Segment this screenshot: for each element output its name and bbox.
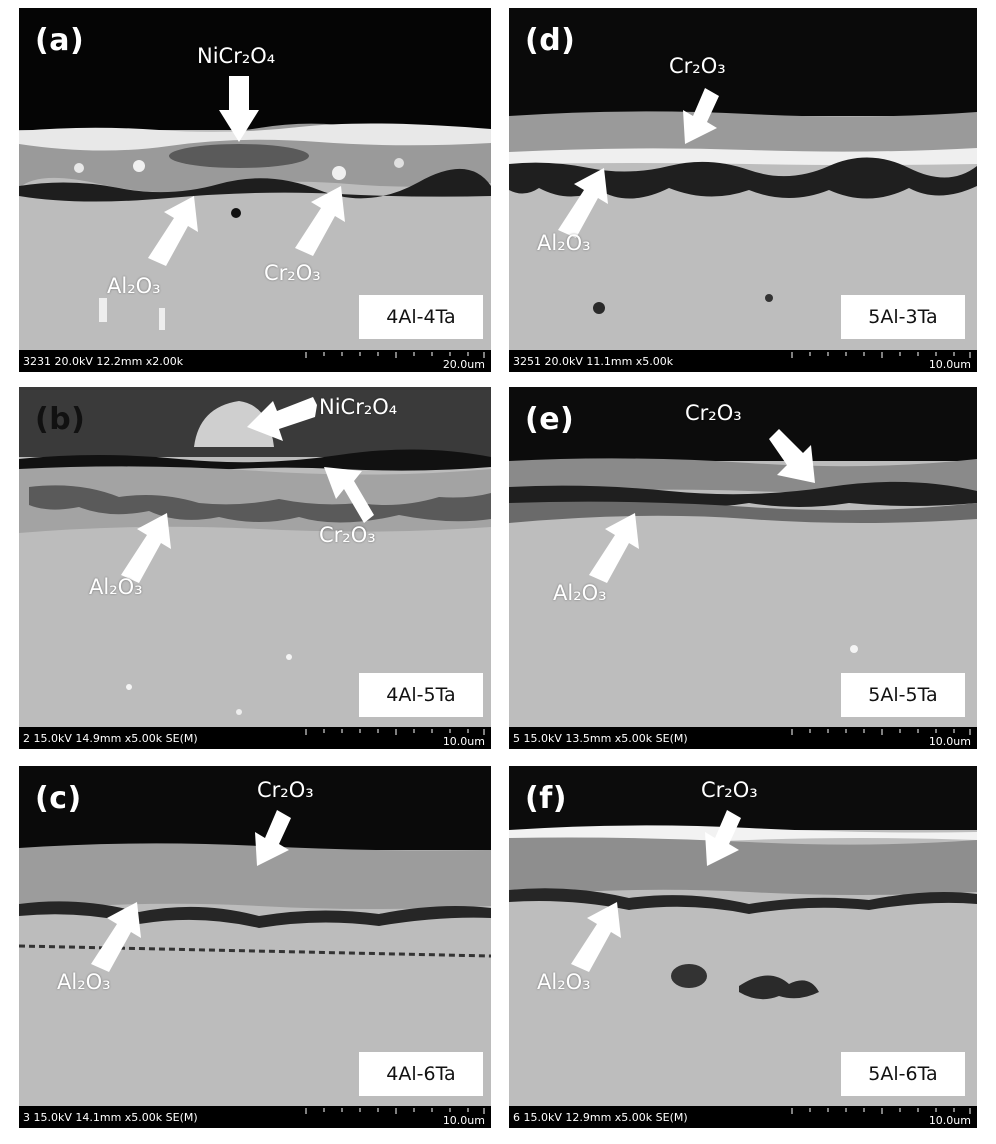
scale-value: 10.0um bbox=[442, 1114, 485, 1127]
sem-panel-e: (e) Cr₂O₃ Al₂O₃ 5Al-5Ta 5 15.0kV 13.5mm … bbox=[509, 387, 977, 749]
scale-ticks bbox=[305, 1108, 485, 1114]
al2o3-label: Al₂O₃ bbox=[553, 581, 607, 605]
scale-ticks bbox=[791, 729, 971, 735]
sem-info: 3 15.0kV 14.1mm x5.00k SE(M) bbox=[23, 1111, 198, 1124]
cr2o3-label: Cr₂O₃ bbox=[669, 54, 726, 78]
scale-ticks bbox=[791, 1108, 971, 1114]
panel-tag: (b) bbox=[35, 402, 86, 437]
micrograph-c bbox=[19, 766, 491, 1128]
sem-panel-b: (b) NiCr₂O₄ Cr₂O₃ Al₂O₃ 4Al-5Ta 2 15.0kV… bbox=[19, 387, 491, 749]
sem-info: 2 15.0kV 14.9mm x5.00k SE(M) bbox=[23, 732, 198, 745]
alloy-label: 5Al-3Ta bbox=[841, 295, 965, 339]
sem-info: 6 15.0kV 12.9mm x5.00k SE(M) bbox=[513, 1111, 688, 1124]
panel-tag: (e) bbox=[525, 402, 575, 437]
sem-info-bar: 6 15.0kV 12.9mm x5.00k SE(M) 10.0um bbox=[509, 1106, 977, 1128]
al2o3-arrow bbox=[571, 902, 621, 972]
sem-info: 3251 20.0kV 11.1mm x5.00k bbox=[513, 355, 674, 368]
micrograph-f bbox=[509, 766, 977, 1128]
sem-info-bar: 3231 20.0kV 12.2mm x2.00k 20.0um bbox=[19, 350, 491, 372]
sem-info: 3231 20.0kV 12.2mm x2.00k bbox=[23, 355, 184, 368]
sem-panel-c: (c) Cr₂O₃ Al₂O₃ 4Al-6Ta 3 15.0kV 14.1mm … bbox=[19, 766, 491, 1128]
cr2o3-label: Cr₂O₃ bbox=[701, 778, 758, 802]
al2o3-arrow bbox=[121, 513, 171, 583]
cr2o3-arrow bbox=[295, 186, 345, 256]
scale-ticks bbox=[305, 352, 485, 358]
cr2o3-arrow bbox=[324, 467, 374, 523]
al2o3-arrow bbox=[91, 902, 141, 972]
sem-info: 5 15.0kV 13.5mm x5.00k SE(M) bbox=[513, 732, 688, 745]
alloy-label: 5Al-5Ta bbox=[841, 673, 965, 717]
alloy-label: 4Al-6Ta bbox=[359, 1052, 483, 1096]
al2o3-label: Al₂O₃ bbox=[537, 970, 591, 994]
cr2o3-label: Cr₂O₃ bbox=[685, 401, 742, 425]
al2o3-label: Al₂O₃ bbox=[57, 970, 111, 994]
al2o3-label: Al₂O₃ bbox=[537, 231, 591, 255]
nicr2o4-label: NiCr₂O₄ bbox=[197, 44, 276, 68]
al2o3-arrow bbox=[148, 196, 198, 266]
nicr2o4-arrow bbox=[219, 76, 259, 142]
cr2o3-arrow bbox=[705, 810, 741, 866]
scale-value: 20.0um bbox=[442, 358, 485, 371]
scale-ticks bbox=[791, 352, 971, 358]
sem-panel-d: (d) Cr₂O₃ Al₂O₃ 5Al-3Ta 3251 20.0kV 11.1… bbox=[509, 8, 977, 372]
cr2o3-arrow bbox=[683, 88, 719, 144]
cr2o3-arrow bbox=[769, 429, 815, 483]
al2o3-arrow bbox=[589, 513, 639, 583]
scale-value: 10.0um bbox=[442, 735, 485, 748]
sem-info-bar: 3251 20.0kV 11.1mm x5.00k 10.0um bbox=[509, 350, 977, 372]
cr2o3-label: Cr₂O₃ bbox=[257, 778, 314, 802]
panel-tag: (a) bbox=[35, 23, 85, 58]
cr2o3-label: Cr₂O₃ bbox=[319, 523, 376, 547]
al2o3-label: Al₂O₃ bbox=[107, 274, 161, 298]
scale-value: 10.0um bbox=[928, 735, 971, 748]
al2o3-label: Al₂O₃ bbox=[89, 575, 143, 599]
panel-tag: (d) bbox=[525, 23, 576, 58]
panel-tag: (f) bbox=[525, 781, 567, 816]
scale-value: 10.0um bbox=[928, 1114, 971, 1127]
al2o3-arrow bbox=[558, 168, 608, 238]
alloy-label: 5Al-6Ta bbox=[841, 1052, 965, 1096]
scale-value: 10.0um bbox=[928, 358, 971, 371]
cr2o3-arrow bbox=[255, 810, 291, 866]
sem-info-bar: 5 15.0kV 13.5mm x5.00k SE(M) 10.0um bbox=[509, 727, 977, 749]
alloy-label: 4Al-4Ta bbox=[359, 295, 483, 339]
micrograph-a bbox=[19, 8, 491, 372]
panel-tag: (c) bbox=[35, 781, 82, 816]
cr2o3-label: Cr₂O₃ bbox=[264, 261, 321, 285]
sem-info-bar: 2 15.0kV 14.9mm x5.00k SE(M) 10.0um bbox=[19, 727, 491, 749]
sem-info-bar: 3 15.0kV 14.1mm x5.00k SE(M) 10.0um bbox=[19, 1106, 491, 1128]
scale-ticks bbox=[305, 729, 485, 735]
nicr2o4-label: NiCr₂O₄ bbox=[319, 395, 398, 419]
alloy-label: 4Al-5Ta bbox=[359, 673, 483, 717]
nicr2o4-arrow bbox=[247, 397, 317, 441]
micrograph-e bbox=[509, 387, 977, 749]
sem-panel-a: (a) NiCr₂O₄ Al₂O₃ Cr₂O₃ 4Al-4Ta 3231 20.… bbox=[19, 8, 491, 372]
sem-panel-f: (f) Cr₂O₃ Al₂O₃ 5Al-6Ta 6 15.0kV 12.9mm … bbox=[509, 766, 977, 1128]
